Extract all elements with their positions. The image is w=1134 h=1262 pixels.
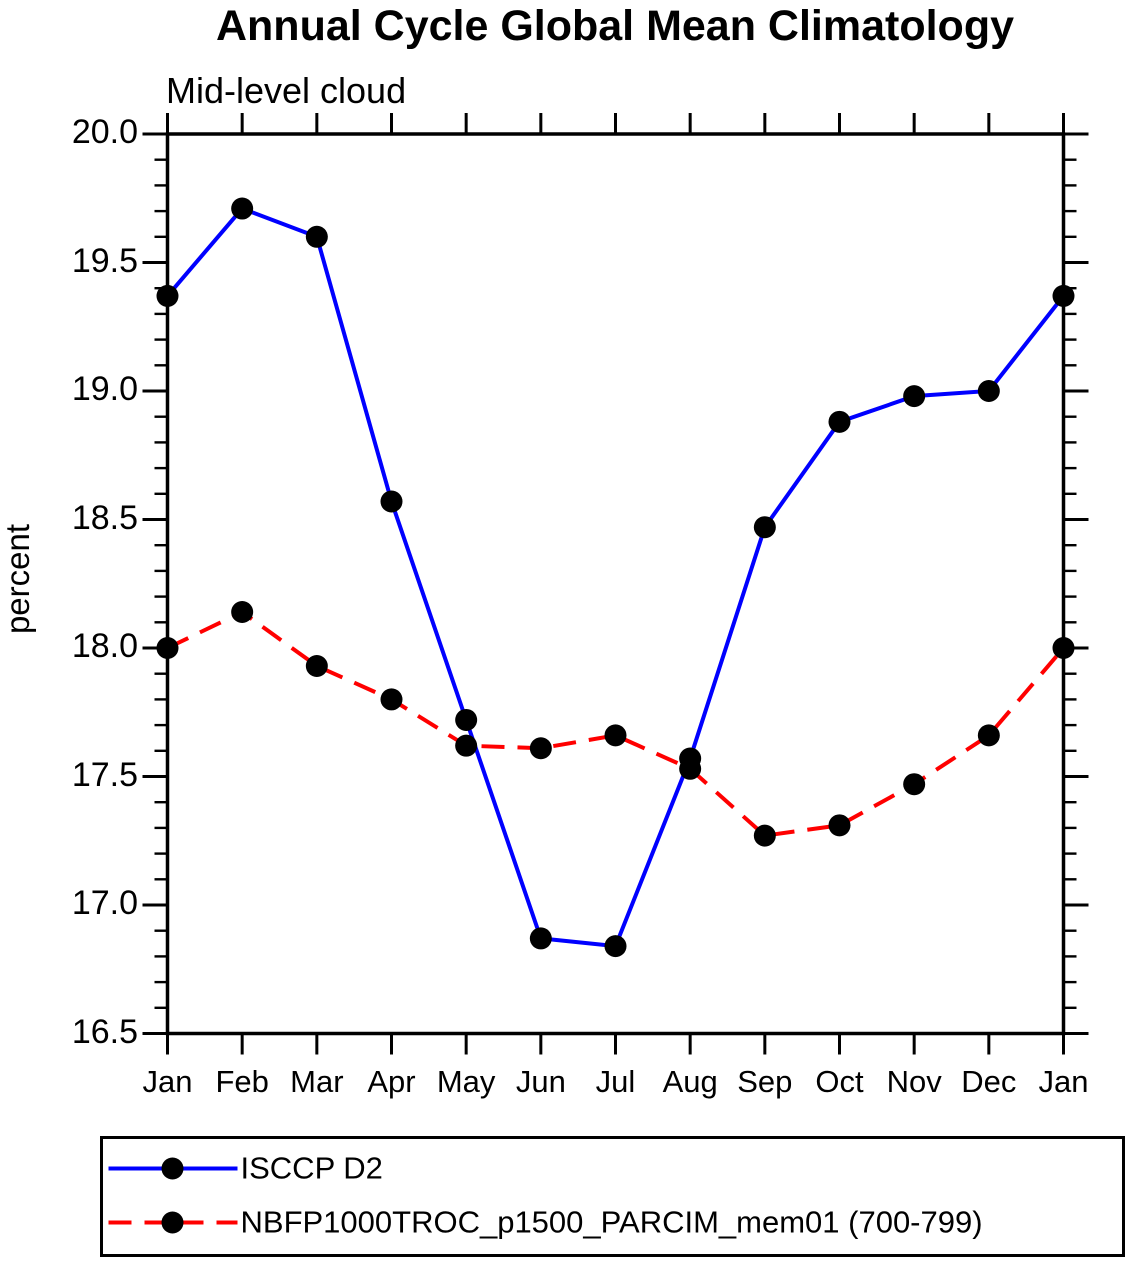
data-point-marker-s1-10 [903,773,926,796]
data-point-marker-s1-1 [231,601,254,624]
legend-box [100,1136,1125,1257]
data-point-marker-s0-9 [828,410,851,433]
data-point-marker-s0-10 [903,385,926,408]
data-point-marker-s0-3 [380,490,403,513]
y-axis-tick-label: 19.0 [71,369,138,408]
x-axis-tick-label: Aug [662,1064,718,1099]
y-axis-tick-label: 18.0 [71,626,138,665]
data-point-marker-s1-9 [828,814,851,837]
data-point-marker-s1-8 [753,824,776,847]
data-point-marker-s0-12 [1052,284,1075,307]
x-axis-tick-label: Nov [886,1064,942,1099]
x-axis-tick-label: Oct [815,1064,864,1099]
data-point-marker-s0-6 [604,935,627,958]
x-axis-tick-label: Jun [515,1064,566,1099]
chart-subtitle: Mid-level cloud [166,70,407,111]
data-point-marker-s1-7 [679,757,702,780]
data-point-marker-s0-0 [156,284,179,307]
chart-title: Annual Cycle Global Mean Climatology [215,2,1015,50]
x-axis-tick-label: Dec [961,1064,1017,1099]
legend-marker-0 [161,1157,184,1180]
x-axis-tick-label: May [436,1064,496,1099]
data-point-marker-s1-5 [529,737,552,760]
x-axis-tick-label: Jan [142,1064,193,1099]
legend-marker-1 [161,1211,184,1234]
data-point-marker-s0-8 [753,516,776,539]
x-axis-tick-label: Feb [215,1064,269,1099]
x-axis-tick-label: Jan [1038,1064,1089,1099]
series-line-1 [166,609,1066,838]
y-axis-tick-label: 19.5 [71,241,138,280]
data-point-marker-s1-0 [156,637,179,659]
data-point-marker-s0-1 [231,197,254,220]
legend-label-1: NBFP1000TROC_p1500_PARCIM_mem01 (700-799… [240,1203,983,1239]
plot-frame [165,132,1066,1036]
y-axis-tick-label: 16.5 [71,1012,138,1051]
x-axis-tick-label: Apr [367,1064,416,1099]
x-axis-tick-label: Jul [595,1064,636,1099]
x-axis-tick-label: Mar [290,1064,344,1099]
y-axis-tick-label: 18.5 [71,498,138,537]
legend-label-0: ISCCP D2 [240,1149,383,1185]
data-point-marker-s1-2 [305,654,328,677]
data-point-marker-s1-12 [1052,637,1075,659]
data-point-marker-s1-3 [380,688,403,711]
y-axis-tick-label: 17.5 [71,755,138,794]
data-point-marker-s1-6 [604,724,627,747]
data-point-marker-s0-11 [977,380,1000,402]
x-axis-tick-label: Sep [737,1064,793,1099]
y-axis-tick-label: 20.0 [71,112,138,151]
data-point-marker-s0-4 [455,708,478,731]
data-point-marker-s1-4 [455,734,478,757]
data-point-marker-s1-11 [977,724,1000,747]
data-point-marker-s0-5 [529,927,552,950]
data-point-marker-s0-2 [305,225,328,248]
series-line-0 [165,206,1066,949]
y-axis-tick-label: 17.0 [71,883,138,922]
